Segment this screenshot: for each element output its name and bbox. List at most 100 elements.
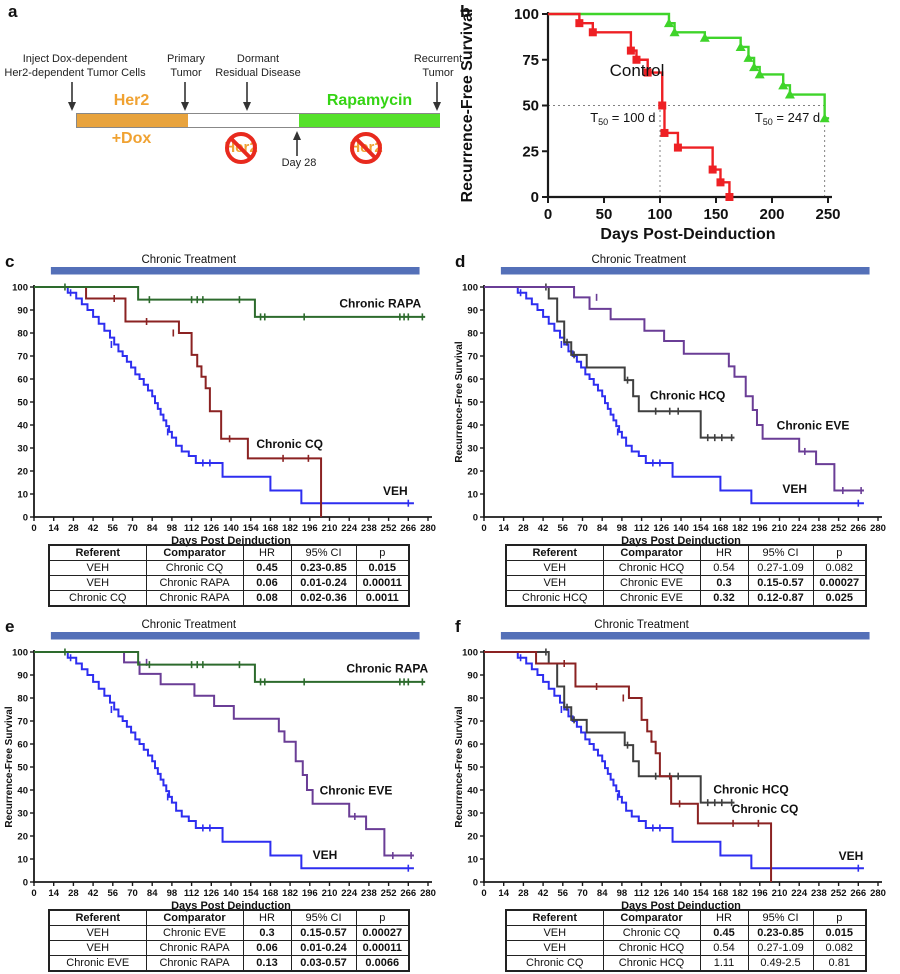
svg-text:28: 28 [68, 523, 79, 534]
table-cell: 0.00027 [355, 925, 410, 941]
series-label: Chronic EVE [777, 419, 850, 433]
table-cell: Chronic RAPA [145, 575, 244, 591]
svg-text:30: 30 [467, 444, 478, 455]
series-chronic-cq: Chronic CQ [34, 286, 323, 517]
table-cell: 0.01-0.24 [290, 575, 357, 591]
svg-text:14: 14 [48, 523, 59, 534]
column-header: Referent [48, 544, 147, 561]
panel-d: d Chronic Treatment 0 14 28 42 56 70 84 98 112 126… [450, 250, 900, 615]
svg-text:168: 168 [712, 888, 728, 899]
table-cell: 0.15-0.57 [747, 575, 814, 591]
series-veh: VEH [484, 286, 864, 507]
svg-text:Chronic Treatment: Chronic Treatment [141, 619, 236, 631]
table-cell: 0.27-1.09 [747, 940, 814, 956]
table-cell: Chronic RAPA [145, 940, 244, 956]
down-arrow-icon [243, 82, 251, 111]
x-axis-ticks: 0 14 28 42 56 70 84 98 112 126 140 154 168 182 196 210 2… [481, 882, 886, 899]
svg-text:98: 98 [617, 523, 628, 534]
stats-table-container-f: Referent Comparator HR 95% CI p VEH Chronic CQ… [505, 909, 867, 972]
x-axis-ticks: 0 14 28 42 56 70 84 98 112 126 140 154 168 182 196 210 2… [31, 882, 436, 899]
table-cell: 0.12-0.87 [747, 590, 814, 607]
table-cell: 0.00011 [355, 940, 410, 956]
svg-text:266: 266 [850, 888, 866, 899]
series-label: VEH [839, 849, 864, 863]
svg-text:42: 42 [538, 523, 549, 534]
svg-text:210: 210 [322, 523, 338, 534]
column-header: Comparator [145, 909, 244, 926]
svg-text:182: 182 [732, 888, 748, 899]
table-cell: Chronic HCQ [602, 940, 701, 956]
svg-text:20: 20 [467, 467, 478, 478]
series-chronic-cq: Chronic CQ [484, 651, 798, 882]
chronic-treatment-bar: Chronic Treatment [500, 619, 870, 640]
x-axis-ticks: 0 50 100 150 200 250 [544, 197, 841, 223]
table-cell: 0.15-0.57 [290, 925, 357, 941]
square-marker [725, 193, 734, 201]
table-cell: VEH [505, 560, 604, 576]
axes [33, 285, 432, 518]
panel-a-letter: a [8, 2, 18, 21]
svg-text:280: 280 [870, 888, 886, 899]
svg-text:250: 250 [815, 206, 840, 223]
no-her2-icon [350, 132, 382, 164]
svg-text:30: 30 [17, 809, 28, 820]
square-marker [708, 165, 717, 174]
svg-text:56: 56 [558, 888, 569, 899]
table-cell: Chronic HCQ [505, 590, 604, 607]
svg-text:196: 196 [752, 888, 768, 899]
column-header: HR [242, 544, 292, 561]
square-marker [626, 46, 635, 55]
table-cell: 0.03-0.57 [290, 955, 357, 972]
svg-text:238: 238 [811, 523, 827, 534]
svg-text:70: 70 [577, 888, 588, 899]
table-cell: Chronic EVE [602, 575, 701, 591]
svg-text:70: 70 [127, 523, 138, 534]
svg-text:210: 210 [322, 888, 338, 899]
stats-table-e: Referent Comparator HR 95% CI p VEH Chronic EV… [48, 909, 410, 972]
svg-text:60: 60 [17, 375, 28, 386]
column-header: HR [699, 544, 749, 561]
table-cell: 0.45 [699, 925, 749, 941]
rapamycin-label: Rapamycin [326, 92, 413, 109]
series-veh: VEH [34, 651, 414, 872]
svg-text:56: 56 [558, 523, 569, 534]
y-axis-label: Recurrence-Free Survival [454, 341, 465, 462]
svg-text:154: 154 [693, 888, 710, 899]
svg-text:238: 238 [361, 523, 377, 534]
svg-text:50: 50 [17, 763, 28, 774]
survival-chart-d: Chronic Treatment 0 14 28 42 56 70 84 98 112 126 14… [454, 254, 886, 547]
svg-text:238: 238 [361, 888, 377, 899]
table-cell: 1.11 [699, 955, 749, 972]
series-veh: VEH [34, 286, 414, 507]
svg-text:200: 200 [759, 206, 784, 223]
table-cell: 0.0011 [355, 590, 410, 607]
svg-text:182: 182 [732, 523, 748, 534]
svg-text:Chronic Treatment: Chronic Treatment [594, 619, 689, 631]
svg-text:280: 280 [420, 523, 436, 534]
table-cell: VEH [505, 925, 604, 941]
svg-text:196: 196 [302, 888, 318, 899]
her2-on-label: Her2 [113, 92, 150, 109]
rapamycin-phase-segment [299, 114, 440, 127]
x-axis-ticks: 0 14 28 42 56 70 84 98 112 126 140 154 168 182 196 210 2… [31, 517, 436, 534]
series-veh: VEH [484, 651, 864, 872]
table-cell: 0.32 [699, 590, 749, 607]
table-cell: VEH [48, 940, 147, 956]
panel-a: a Inject Dox-dependent Her2-dependent Tu… [0, 0, 480, 248]
svg-text:70: 70 [17, 352, 28, 363]
panel-c: c Chronic Treatment 0 14 28 42 56 70 84 98 112 126… [0, 250, 450, 615]
svg-text:28: 28 [68, 888, 79, 899]
y-axis-label: Recurrence-Free Survival [454, 706, 465, 827]
panel-c-letter: c [5, 252, 15, 271]
y-axis-ticks: 0 10 20 30 40 50 60 70 80 90 100 [12, 283, 34, 524]
triangle-marker [663, 18, 674, 28]
column-header: 95% CI [290, 909, 357, 926]
column-header: Referent [505, 909, 604, 926]
svg-text:70: 70 [577, 523, 588, 534]
svg-text:14: 14 [498, 888, 509, 899]
svg-text:196: 196 [302, 523, 318, 534]
svg-text:0: 0 [544, 206, 552, 223]
svg-text:Chronic Treatment: Chronic Treatment [141, 254, 236, 266]
svg-text:154: 154 [243, 523, 260, 534]
svg-text:0: 0 [481, 888, 486, 899]
